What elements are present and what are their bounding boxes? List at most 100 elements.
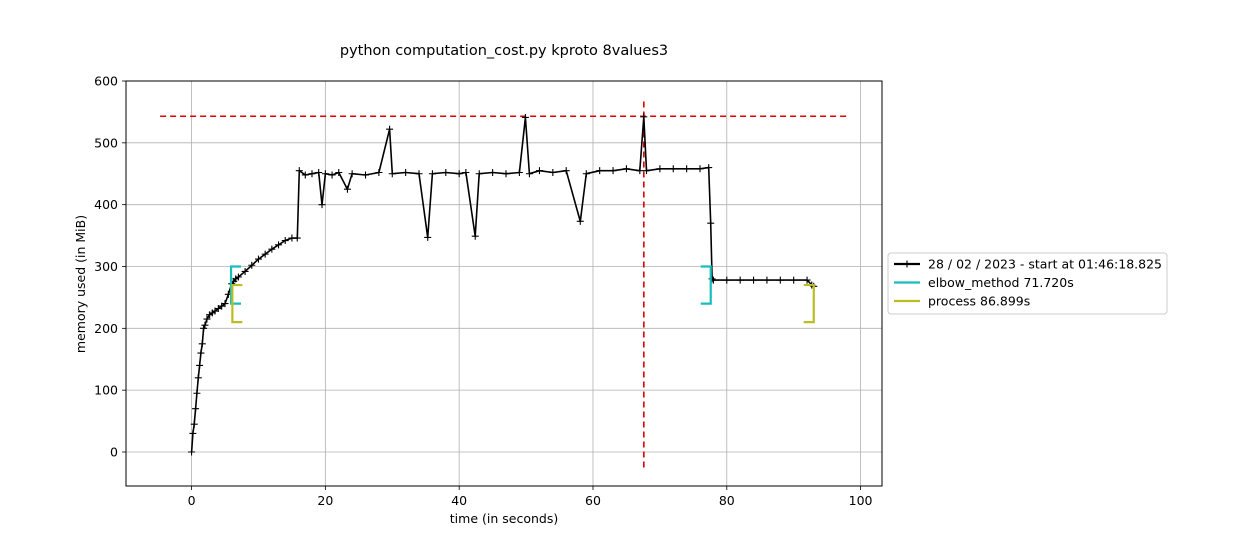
plot-area (126, 81, 882, 486)
memory-data-point (596, 167, 604, 175)
memory-data-point (315, 169, 323, 177)
memory-data-point (301, 171, 309, 179)
memory-data-point (275, 241, 283, 249)
memory-data-point (388, 170, 396, 178)
memory-data-point (362, 171, 370, 179)
data-series (188, 113, 818, 456)
y-tick-label: 600 (94, 74, 118, 89)
memory-data-point (386, 125, 394, 133)
x-tick-label: 40 (451, 493, 467, 508)
memory-data-point (201, 321, 209, 329)
memory-data-point (502, 170, 510, 178)
memory-data-point (335, 169, 343, 177)
memory-data-point (525, 170, 533, 178)
reference-lines (160, 99, 848, 468)
memory-data-point (415, 170, 423, 178)
x-tick-label: 0 (188, 493, 196, 508)
memory-data-point (189, 429, 197, 437)
memory-data-point (343, 185, 351, 193)
memory-data-point (188, 448, 196, 456)
memory-data-point (200, 324, 208, 332)
memory-data-point (328, 171, 336, 179)
memory-data-point (234, 273, 242, 281)
memory-data-point (696, 165, 704, 173)
memory-data-point (475, 170, 483, 178)
memory-data-point (471, 232, 479, 240)
memory-data-point (515, 169, 523, 177)
memory-data-point (295, 167, 303, 175)
memory-data-point (402, 169, 410, 177)
memory-data-point (442, 169, 450, 177)
memory-data-point (268, 245, 276, 253)
memory-data-point (750, 276, 758, 284)
memory-data-point (707, 219, 715, 227)
x-tick-label: 20 (317, 493, 333, 508)
memory-data-point (241, 267, 249, 275)
memory-data-point (321, 170, 329, 178)
memory-data-point (462, 169, 470, 177)
memory-data-point (776, 276, 784, 284)
memory-data-point (723, 276, 731, 284)
legend-label: process 86.899s (928, 294, 1030, 309)
memory-data-point (656, 165, 664, 173)
plot-frame (125, 80, 883, 487)
memory-data-point (308, 170, 316, 178)
memory-data-point (375, 169, 383, 177)
memory-data-point (254, 255, 262, 263)
y-tick-label: 400 (94, 197, 118, 212)
memory-data-point (562, 167, 570, 175)
memory-data-point (582, 170, 590, 178)
memory-data-point (293, 234, 301, 242)
memory-data-point (261, 250, 269, 258)
memory-data-point (763, 276, 771, 284)
memory-data-point (576, 217, 584, 225)
x-axis-label: time (in seconds) (450, 511, 558, 526)
memory-data-point (736, 276, 744, 284)
y-axis-ticks: 0 100 200 300 400 500 600 (94, 74, 126, 459)
chart-title: python computation_cost.py kproto 8value… (340, 43, 668, 59)
memory-data-point (281, 237, 289, 245)
memory-data-point (643, 167, 651, 175)
y-tick-label: 500 (94, 135, 118, 150)
x-axis-ticks: 0 20 40 60 80 100 (188, 486, 873, 508)
y-tick-label: 100 (94, 383, 118, 398)
memory-data-point (318, 201, 326, 209)
memory-data-point (221, 300, 229, 308)
memory-data-point (193, 389, 201, 397)
legend-label: 28 / 02 / 2023 - start at 01:46:18.825 (928, 257, 1162, 272)
memory-data-point (549, 169, 557, 177)
legend-label: elbow_method 71.720s (928, 275, 1074, 290)
memory-data-point (192, 405, 200, 413)
process-end-bracket (803, 283, 815, 324)
memory-data-point (669, 165, 677, 173)
memory-data-point (790, 276, 798, 284)
elbow-method-start-bracket (229, 265, 242, 305)
memory-data-point (248, 261, 256, 269)
memory-data-point (636, 167, 644, 175)
x-tick-label: 80 (719, 493, 735, 508)
memory-data-point (190, 420, 198, 428)
memory-data-point (705, 164, 713, 172)
memory-data-point (535, 167, 543, 175)
bracket-markers (229, 265, 815, 324)
legend: 28 / 02 / 2023 - start at 01:46:18.825 el… (887, 252, 1168, 315)
memory-data-point (194, 374, 202, 382)
memory-data-point (197, 349, 205, 357)
y-tick-label: 0 (110, 444, 118, 459)
memory-data-point (489, 169, 497, 177)
memory-data-point (428, 170, 436, 178)
memory-data-point (803, 276, 811, 284)
legend-marker (903, 260, 911, 268)
x-tick-label: 60 (585, 493, 601, 508)
memory-data-point (198, 340, 206, 348)
memory-series-line (190, 116, 815, 453)
x-tick-label: 100 (849, 493, 873, 508)
memory-data-point (609, 167, 617, 175)
memory-data-point (455, 170, 463, 178)
y-tick-label: 200 (94, 321, 118, 336)
elbow-method-end-bracket (700, 265, 712, 305)
memory-data-point (203, 315, 211, 323)
process-start-bracket (231, 283, 243, 324)
memory-data-point (424, 233, 432, 241)
